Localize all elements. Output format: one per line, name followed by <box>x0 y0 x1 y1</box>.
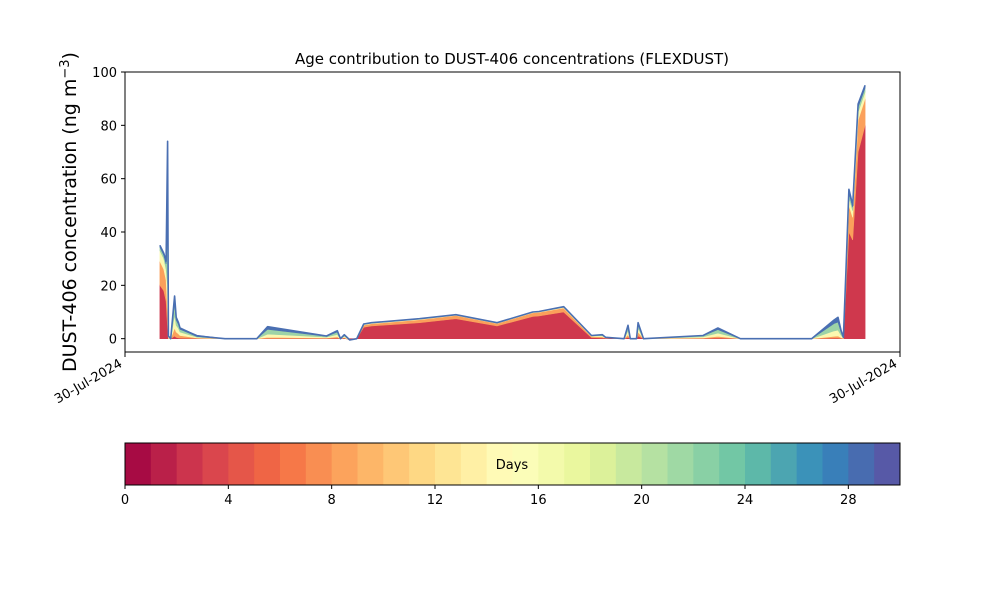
y-axis-label-text: DUST-406 concentration (ng m <box>59 79 81 372</box>
y-tick-label-80: 80 <box>100 119 117 134</box>
total-outline <box>159 85 866 341</box>
series-outline <box>159 85 866 341</box>
y-tick-label-100: 100 <box>92 66 117 81</box>
colorbar-bin-8 <box>331 443 358 485</box>
colorbar-bin-6 <box>280 443 307 485</box>
colorbar-bin-11 <box>409 443 436 485</box>
y-axis-label: DUST-406 concentration (ng m−3) <box>58 52 82 372</box>
y-axis-label-close: ) <box>59 52 81 59</box>
colorbar-bin-16 <box>538 443 565 485</box>
colorbar-bins <box>125 443 901 485</box>
colorbar-bin-20 <box>641 443 668 485</box>
colorbar-label: Days <box>496 458 529 473</box>
colorbar-bin-18 <box>590 443 617 485</box>
colorbar-bin-29 <box>874 443 901 485</box>
y-axis: 0 20 40 60 80 100 <box>92 66 125 348</box>
colorbar-bin-21 <box>667 443 694 485</box>
y-tick-label-40: 40 <box>100 226 117 241</box>
colorbar-ticks: 0 4 8 12 16 20 24 28 <box>121 485 857 508</box>
colorbar-tick-label-16: 16 <box>530 493 547 508</box>
colorbar-bin-19 <box>615 443 643 485</box>
plot-frame <box>124 71 901 353</box>
colorbar-bin-5 <box>254 443 281 485</box>
colorbar-bin-23 <box>719 443 746 485</box>
colorbar-tick-label-12: 12 <box>427 493 444 508</box>
colorbar-bin-28 <box>848 443 875 485</box>
colorbar-bin-2 <box>176 443 203 485</box>
colorbar-tick-label-0: 0 <box>121 493 129 508</box>
colorbar-bin-12 <box>435 443 462 485</box>
colorbar-bin-3 <box>202 443 229 485</box>
colorbar-bin-13 <box>460 443 488 485</box>
colorbar-bin-10 <box>383 443 410 485</box>
colorbar-tick-label-4: 4 <box>224 493 232 508</box>
colorbar-bin-24 <box>745 443 772 485</box>
colorbar-bin-1 <box>150 443 178 485</box>
colorbar-tick-label-24: 24 <box>737 493 754 508</box>
y-tick-label-60: 60 <box>100 173 117 188</box>
colorbar-tick-label-8: 8 <box>328 493 336 508</box>
chart-title: Age contribution to DUST-406 concentrati… <box>295 50 729 68</box>
y-tick-label-20: 20 <box>100 279 117 294</box>
colorbar-tick-label-28: 28 <box>840 493 857 508</box>
y-axis-label-superscript: −3 <box>58 59 73 78</box>
plot-area <box>159 85 866 341</box>
colorbar-bin-4 <box>228 443 255 485</box>
colorbar-bin-7 <box>305 443 333 485</box>
colorbar-bin-22 <box>693 443 720 485</box>
colorbar-bin-9 <box>357 443 384 485</box>
colorbar-bin-14 <box>486 443 513 485</box>
colorbar: Days 0 4 8 12 16 20 24 28 <box>121 442 901 508</box>
colorbar-bin-15 <box>512 443 539 485</box>
colorbar-bin-26 <box>796 443 823 485</box>
y-tick-label-0: 0 <box>109 333 117 348</box>
colorbar-bin-0 <box>125 443 152 485</box>
colorbar-bin-27 <box>822 443 849 485</box>
colorbar-frame <box>124 442 901 486</box>
colorbar-bin-25 <box>770 443 798 485</box>
colorbar-tick-label-20: 20 <box>633 493 650 508</box>
colorbar-bin-17 <box>564 443 591 485</box>
